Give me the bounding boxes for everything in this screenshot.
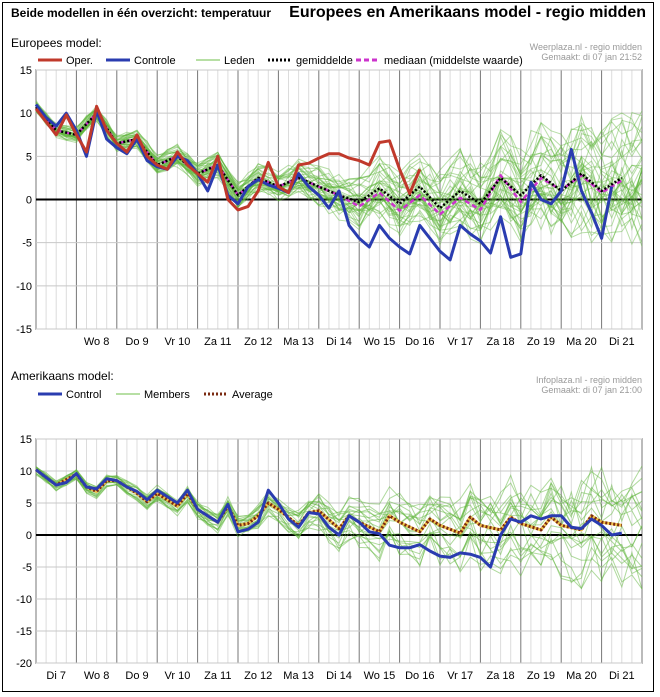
- member-line: [35, 473, 643, 590]
- legend-label: Control: [66, 389, 101, 401]
- member-line: [35, 110, 643, 243]
- made-label: Gemaakt: di 07 jan 21:52: [541, 52, 642, 62]
- y-tick-label: -5: [22, 238, 32, 250]
- y-tick-label: 10: [20, 466, 32, 478]
- member-line: [35, 104, 643, 189]
- member-line: [35, 473, 643, 584]
- control-line: [34, 103, 614, 262]
- x-tick-label: Za 11: [204, 670, 231, 682]
- x-tick-label: Ma 13: [283, 336, 314, 348]
- member-line: [35, 465, 643, 520]
- member-line: [35, 111, 643, 237]
- member-line: [35, 109, 643, 232]
- y-tick-label: 10: [20, 108, 32, 120]
- x-tick-label: Za 18: [487, 670, 515, 682]
- page-subtitle: Beide modellen in één overzicht: tempera…: [11, 6, 272, 20]
- member-line: [35, 108, 643, 247]
- legend-label: Controle: [134, 55, 176, 67]
- y-tick-label: 15: [20, 434, 32, 446]
- x-tick-label: Wo 8: [84, 670, 109, 682]
- x-tick-label: Wo 15: [364, 336, 396, 348]
- mean-line: [35, 106, 623, 210]
- x-tick-label: Ma 20: [566, 670, 597, 682]
- legend-label: Leden: [224, 55, 255, 67]
- legend-label: mediaan (middelste waarde): [384, 55, 523, 67]
- page-title: Europees en Amerikaans model - regio mid…: [289, 4, 646, 21]
- x-tick-label: Ma 20: [566, 336, 597, 348]
- x-tick-label: Do 9: [125, 670, 148, 682]
- y-tick-label: -15: [16, 324, 32, 336]
- section-label: Europees model:: [11, 36, 102, 50]
- legend-label: Oper.: [66, 55, 93, 67]
- legend-label: gemiddelde: [296, 55, 353, 67]
- member-line: [35, 108, 643, 221]
- x-tick-label: Zo 19: [527, 670, 555, 682]
- x-tick-label: Di 14: [326, 336, 352, 348]
- member-line: [35, 109, 643, 244]
- legend-label: Members: [144, 389, 190, 401]
- member-line: [35, 470, 643, 590]
- x-tick-label: Do 16: [405, 336, 434, 348]
- x-tick-label: Do 16: [405, 670, 434, 682]
- made-label: Gemaakt: di 07 jan 21:00: [541, 385, 642, 395]
- median-line: [35, 106, 623, 216]
- x-tick-label: Ma 13: [283, 670, 314, 682]
- x-tick-label: Za 11: [204, 336, 231, 348]
- y-tick-label: -5: [22, 562, 32, 574]
- chart-panel-1: [34, 58, 643, 330]
- y-tick-label: 0: [26, 530, 32, 542]
- x-tick-label: Zo 19: [527, 336, 555, 348]
- member-line: [35, 465, 643, 522]
- control-line: [35, 468, 623, 569]
- member-line: [35, 111, 643, 241]
- x-tick-label: Di 14: [326, 670, 352, 682]
- y-tick-label: 5: [26, 498, 32, 510]
- x-tick-label: Di 7: [46, 670, 66, 682]
- y-tick-label: -10: [16, 594, 32, 606]
- y-tick-label: 0: [26, 195, 32, 207]
- member-line: [35, 107, 643, 218]
- member-line: [35, 470, 643, 578]
- section-label: Amerikaans model:: [11, 369, 114, 383]
- member-line: [35, 103, 643, 191]
- y-tick-label: 5: [26, 151, 32, 163]
- x-tick-label: Za 18: [487, 336, 515, 348]
- x-tick-label: Do 9: [125, 336, 148, 348]
- x-tick-label: Wo 15: [364, 670, 396, 682]
- member-line: [35, 101, 643, 195]
- x-tick-label: Wo 8: [84, 336, 109, 348]
- oper-line: [34, 104, 422, 212]
- member-line: [35, 103, 643, 196]
- x-tick-label: Di 21: [609, 670, 635, 682]
- x-tick-label: Vr 17: [447, 336, 473, 348]
- source-label: Weerplaza.nl - regio midden: [530, 42, 642, 52]
- y-tick-label: -15: [16, 626, 32, 638]
- x-tick-label: Vr 10: [164, 336, 190, 348]
- x-tick-label: Zo 12: [244, 336, 272, 348]
- legend-label: Average: [232, 389, 273, 401]
- member-line: [35, 109, 643, 247]
- chart-panel-2: [35, 392, 643, 664]
- source-label: Infoplaza.nl - regio midden: [536, 375, 642, 385]
- x-tick-label: Vr 10: [164, 670, 190, 682]
- x-tick-label: Di 21: [609, 336, 635, 348]
- chart-frame: [2, 2, 654, 692]
- member-line: [35, 107, 643, 228]
- y-tick-label: -20: [16, 658, 32, 670]
- y-tick-label: -10: [16, 281, 32, 293]
- x-tick-label: Vr 17: [447, 670, 473, 682]
- y-tick-label: 15: [20, 65, 32, 77]
- x-tick-label: Zo 12: [244, 670, 272, 682]
